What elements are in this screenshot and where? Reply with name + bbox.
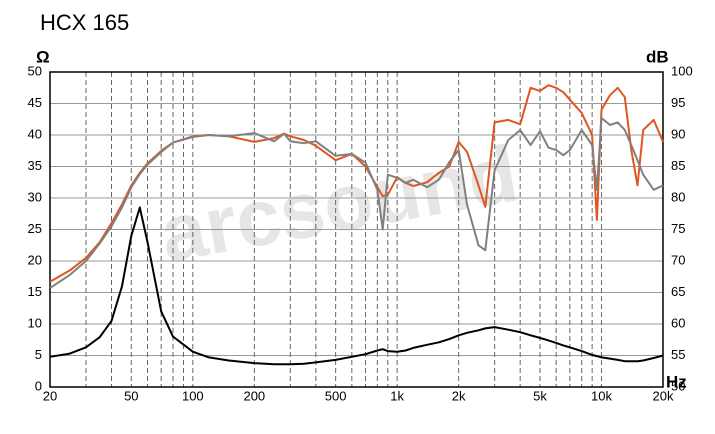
y2-tick-label: 55: [671, 347, 685, 362]
y2-tick-label: 70: [671, 252, 685, 267]
y2-tick-label: 60: [671, 315, 685, 330]
y-tick-label: 5: [35, 347, 42, 362]
x-tick-label: 10k: [591, 388, 612, 403]
y2-tick-label: 65: [671, 284, 685, 299]
x-tick-label: 2k: [452, 388, 466, 403]
chart-title: HCX 165: [40, 10, 129, 35]
plot-frame: [49, 71, 664, 388]
y-tick-label: 10: [28, 315, 42, 330]
y2-tick-label: 75: [671, 221, 685, 236]
y2-tick-label: 90: [671, 126, 685, 141]
y2-tick-label: 80: [671, 189, 685, 204]
y-tick-label: 25: [28, 221, 42, 236]
y-axis-label: Ω: [36, 47, 50, 66]
y-tick-label: 0: [35, 378, 42, 393]
x-tick-label: 5k: [533, 388, 547, 403]
y-tick-label: 45: [28, 95, 42, 110]
watermark: arcsound: [154, 129, 524, 279]
x-tick-label: 500: [325, 388, 347, 403]
y-tick-label: 30: [28, 189, 42, 204]
series-line: [49, 117, 664, 289]
series-line: [49, 206, 664, 366]
y2-tick-label: 50: [671, 378, 685, 393]
y-tick-label: 40: [28, 126, 42, 141]
x-tick-label: 20: [43, 388, 57, 403]
x-tick-label: 50: [124, 388, 138, 403]
y2-tick-label: 100: [671, 63, 693, 78]
y2-tick-label: 95: [671, 95, 685, 110]
y-tick-label: 15: [28, 284, 42, 299]
x-tick-label: 1k: [390, 388, 404, 403]
y2-axis-label: dB: [646, 47, 669, 66]
x-axis-label: Hz: [666, 372, 687, 391]
y2-tick-label: 85: [671, 158, 685, 173]
y-tick-label: 35: [28, 158, 42, 173]
x-tick-label: 20k: [653, 388, 674, 403]
x-tick-label: 200: [243, 388, 265, 403]
y-tick-label: 20: [28, 252, 42, 267]
y-tick-label: 50: [28, 63, 42, 78]
x-tick-label: 100: [182, 388, 204, 403]
